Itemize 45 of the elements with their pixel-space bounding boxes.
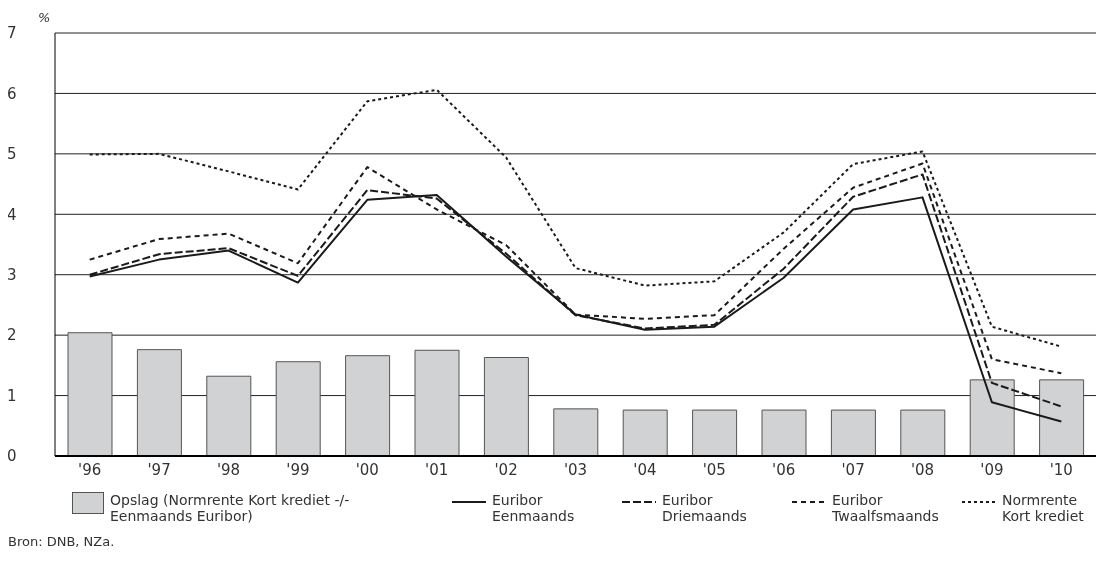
bar bbox=[206, 375, 252, 456]
x-tick-label: '98 bbox=[216, 460, 241, 479]
x-tick-label: '00 bbox=[355, 460, 379, 479]
bar bbox=[969, 379, 1015, 456]
y-tick-label: 6 bbox=[7, 84, 17, 103]
bar bbox=[1039, 379, 1085, 456]
x-tick-label: '06 bbox=[772, 460, 796, 479]
bar bbox=[900, 409, 946, 456]
y-tick-label: 5 bbox=[7, 145, 17, 164]
x-tick-label: '05 bbox=[702, 460, 726, 479]
bar bbox=[345, 355, 391, 456]
bar bbox=[483, 357, 529, 456]
legend-label: Euribor Driemaands bbox=[662, 492, 748, 524]
bar bbox=[136, 349, 182, 456]
x-tick-label: '97 bbox=[147, 460, 171, 479]
y-tick-label: 3 bbox=[7, 266, 17, 285]
text: Bron: DNB, NZa. bbox=[8, 534, 116, 549]
bar bbox=[830, 409, 876, 456]
x-tick-label: '08 bbox=[910, 460, 935, 479]
y-tick-label: 1 bbox=[7, 386, 17, 405]
x-tick-label: '09 bbox=[980, 460, 1004, 479]
x-tick-label: '10 bbox=[1049, 460, 1073, 479]
x-tick-label: '07 bbox=[841, 460, 865, 479]
x-tick-label: '04 bbox=[633, 460, 657, 479]
legend-label: Euribor Twaalfsmaands bbox=[832, 492, 939, 524]
x-tick-label: '99 bbox=[286, 460, 310, 479]
y-axis-title: % bbox=[38, 10, 51, 25]
bar bbox=[414, 349, 460, 456]
y-tick-label: 7 bbox=[7, 24, 17, 43]
x-tick-label: '02 bbox=[494, 460, 518, 479]
y-tick-label: 4 bbox=[7, 205, 17, 224]
bar bbox=[553, 408, 599, 456]
legend-label: Normrente Kort krediet bbox=[1002, 492, 1085, 524]
bar bbox=[622, 409, 668, 456]
y-tick-label: 2 bbox=[7, 326, 17, 345]
x-tick-label: '96 bbox=[78, 460, 102, 479]
legend-label: Opslag (Normrente Kort krediet -/- Eenmaands Euribor) bbox=[110, 492, 351, 524]
bar bbox=[275, 361, 321, 456]
bar bbox=[67, 332, 113, 456]
x-tick-label: '01 bbox=[425, 460, 449, 479]
legend-label: Euribor Eenmaands bbox=[492, 492, 576, 524]
x-tick-label: '03 bbox=[563, 460, 588, 479]
y-tick-label: 0 bbox=[7, 447, 17, 466]
bar bbox=[761, 409, 807, 456]
bar bbox=[692, 409, 738, 456]
